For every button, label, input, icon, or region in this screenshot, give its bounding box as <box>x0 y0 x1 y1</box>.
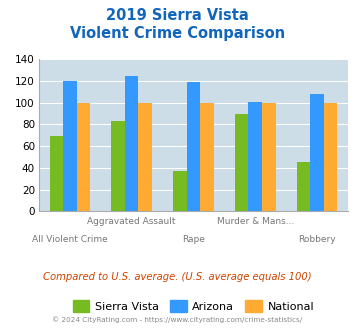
Bar <box>262 103 275 211</box>
Bar <box>310 94 324 211</box>
Bar <box>297 162 310 211</box>
Text: Aggravated Assault: Aggravated Assault <box>87 217 176 226</box>
Text: Murder & Mans...: Murder & Mans... <box>217 217 294 226</box>
Bar <box>77 103 90 211</box>
Bar <box>235 114 248 211</box>
Bar <box>324 103 337 211</box>
Bar <box>248 102 262 211</box>
Bar <box>173 171 187 211</box>
Bar <box>138 103 152 211</box>
Legend: Sierra Vista, Arizona, National: Sierra Vista, Arizona, National <box>68 296 319 316</box>
Text: 2019 Sierra Vista: 2019 Sierra Vista <box>106 8 249 23</box>
Text: Compared to U.S. average. (U.S. average equals 100): Compared to U.S. average. (U.S. average … <box>43 272 312 282</box>
Bar <box>200 103 214 211</box>
Bar <box>50 136 63 211</box>
Text: Violent Crime Comparison: Violent Crime Comparison <box>70 26 285 41</box>
Bar <box>63 81 77 211</box>
Text: Rape: Rape <box>182 235 205 244</box>
Bar <box>125 76 138 211</box>
Text: © 2024 CityRating.com - https://www.cityrating.com/crime-statistics/: © 2024 CityRating.com - https://www.city… <box>53 317 302 323</box>
Text: All Violent Crime: All Violent Crime <box>32 235 108 244</box>
Bar <box>187 82 200 211</box>
Text: Robbery: Robbery <box>298 235 336 244</box>
Bar <box>111 121 125 211</box>
